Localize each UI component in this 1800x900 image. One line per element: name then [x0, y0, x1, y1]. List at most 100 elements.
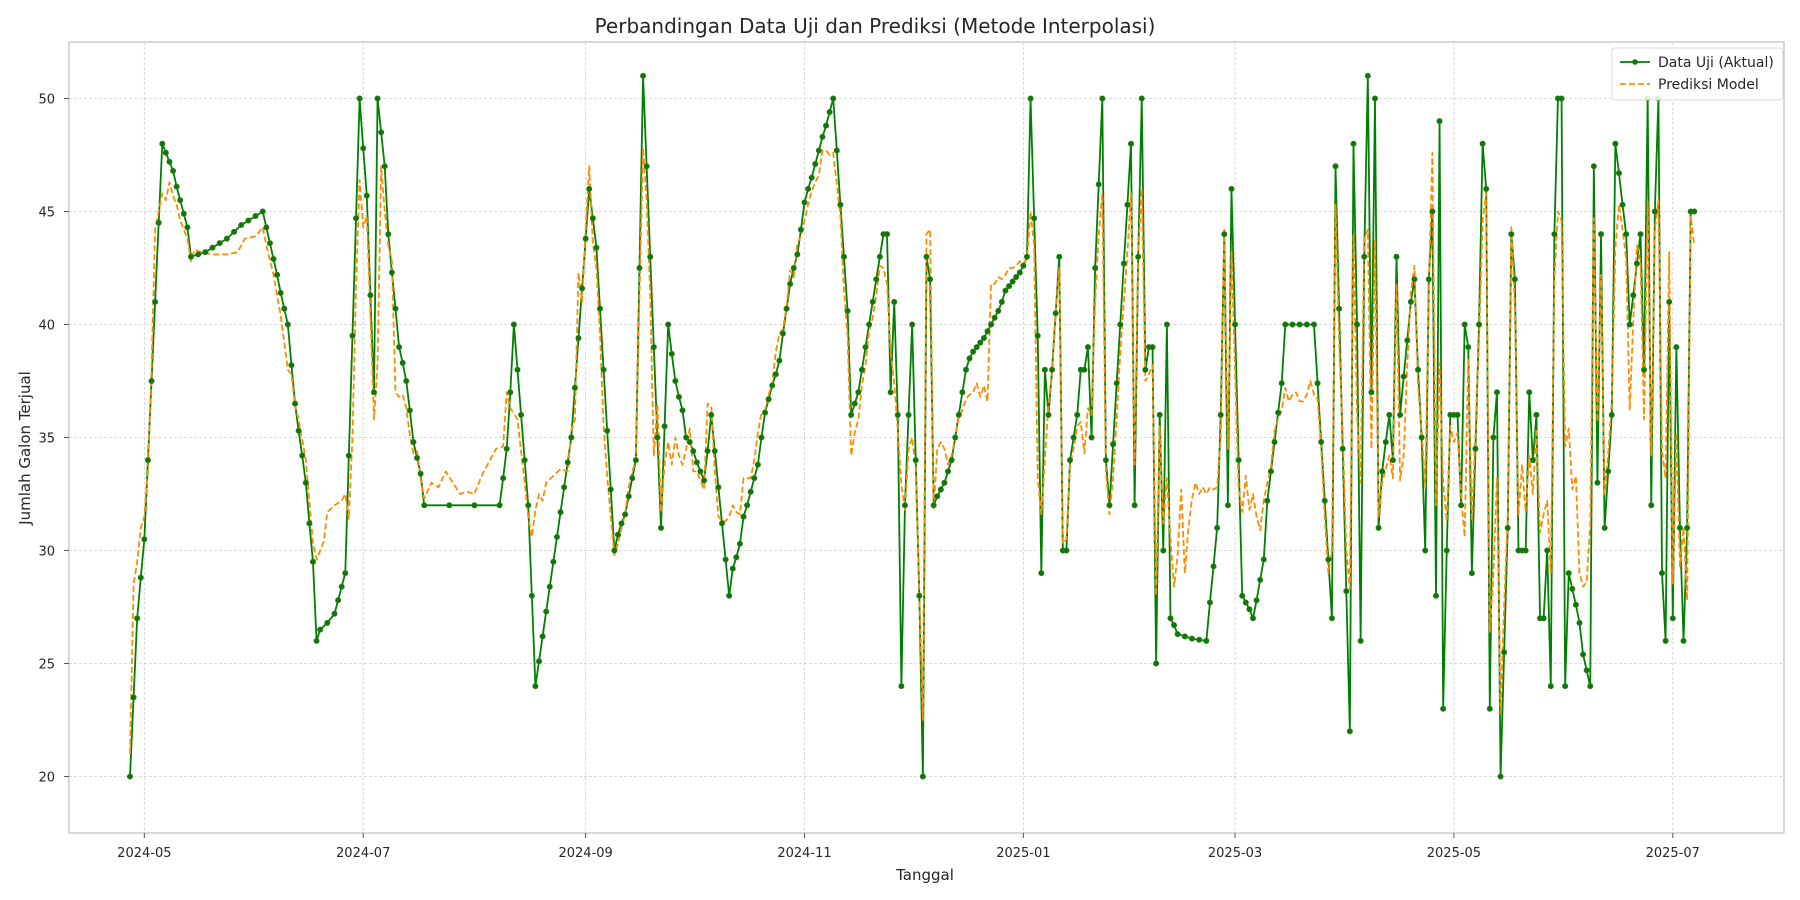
- data-point: [1250, 615, 1257, 622]
- data-point: [345, 452, 352, 459]
- data-point: [1361, 253, 1368, 260]
- data-point: [1052, 310, 1059, 317]
- grid-lines: [69, 42, 1784, 833]
- data-point: [1163, 321, 1170, 328]
- data-point: [668, 350, 675, 357]
- data-point: [259, 208, 266, 215]
- data-point: [1623, 231, 1630, 238]
- data-point: [787, 280, 794, 287]
- data-point: [399, 359, 406, 366]
- y-tick-label: 20: [38, 771, 55, 786]
- data-point: [1393, 253, 1400, 260]
- series-actual-line: [129, 75, 1695, 778]
- data-point: [665, 321, 672, 328]
- data-point: [736, 540, 743, 547]
- data-point: [1217, 411, 1224, 418]
- data-point: [740, 513, 747, 520]
- data-point: [1386, 411, 1393, 418]
- data-point: [1260, 556, 1267, 563]
- data-point: [1181, 633, 1188, 640]
- data-point: [331, 610, 338, 617]
- data-point: [1278, 380, 1285, 387]
- data-point: [159, 140, 166, 147]
- data-point: [281, 305, 288, 312]
- data-point: [180, 210, 187, 217]
- x-tick-label: 2024-07: [336, 846, 390, 861]
- data-point: [1504, 524, 1511, 531]
- data-point: [948, 457, 955, 464]
- data-point: [503, 445, 510, 452]
- data-point: [1027, 95, 1034, 102]
- data-point: [564, 459, 571, 466]
- data-point: [611, 547, 618, 554]
- data-point: [1651, 208, 1658, 215]
- data-point: [1153, 660, 1160, 667]
- data-point: [1110, 441, 1117, 448]
- data-point: [1013, 274, 1020, 281]
- x-tick-label: 2025-03: [1208, 846, 1262, 861]
- data-point: [144, 457, 151, 464]
- data-point: [1099, 95, 1106, 102]
- data-point: [1149, 344, 1156, 351]
- data-point: [1587, 683, 1594, 690]
- data-point: [708, 411, 715, 418]
- data-point: [1006, 283, 1013, 290]
- data-point: [309, 558, 316, 565]
- data-point: [1529, 457, 1536, 464]
- data-point: [622, 511, 629, 518]
- data-point: [970, 348, 977, 355]
- data-point: [1354, 321, 1361, 328]
- data-point: [654, 434, 661, 441]
- data-point: [342, 570, 349, 577]
- data-point: [1583, 667, 1590, 674]
- data-point: [1038, 570, 1045, 577]
- x-tick-label: 2025-05: [1427, 846, 1481, 861]
- data-point: [1633, 260, 1640, 267]
- data-point: [1418, 434, 1425, 441]
- data-point: [338, 583, 345, 590]
- data-point: [858, 366, 865, 373]
- data-point: [579, 285, 586, 292]
- data-point: [335, 597, 342, 604]
- data-point: [1318, 439, 1325, 446]
- data-point: [1124, 201, 1131, 208]
- data-point: [1016, 269, 1023, 276]
- data-point: [779, 330, 786, 337]
- data-point: [1637, 231, 1644, 238]
- data-point: [324, 619, 331, 626]
- data-point: [1454, 411, 1461, 418]
- data-point: [553, 533, 560, 540]
- data-point: [1432, 592, 1439, 599]
- data-point: [1167, 615, 1174, 622]
- data-point: [650, 344, 657, 351]
- data-point: [1045, 411, 1052, 418]
- data-point: [794, 251, 801, 258]
- data-point: [1540, 615, 1547, 622]
- data-point: [675, 393, 682, 400]
- data-point: [1332, 163, 1339, 170]
- data-point: [991, 314, 998, 321]
- x-tick-label: 2025-07: [1646, 846, 1700, 861]
- data-point: [1615, 170, 1622, 177]
- data-point: [1257, 576, 1264, 583]
- data-point: [166, 158, 173, 165]
- data-point: [353, 215, 360, 222]
- chart-title: Perbandingan Data Uji dan Prediksi (Meto…: [595, 14, 1156, 38]
- data-point: [155, 219, 162, 226]
- data-point: [277, 289, 284, 296]
- data-point: [851, 400, 858, 407]
- data-point: [302, 479, 309, 486]
- data-point: [1669, 615, 1676, 622]
- data-point: [184, 224, 191, 231]
- series-predicted-line: [129, 147, 1696, 754]
- data-point: [833, 147, 840, 154]
- data-point: [704, 448, 711, 455]
- data-point: [643, 163, 650, 170]
- data-point: [561, 484, 568, 491]
- data-point: [715, 484, 722, 491]
- data-point: [959, 389, 966, 396]
- data-point: [988, 321, 995, 328]
- data-point: [701, 477, 708, 484]
- data-point: [1310, 321, 1317, 328]
- data-point: [510, 321, 517, 328]
